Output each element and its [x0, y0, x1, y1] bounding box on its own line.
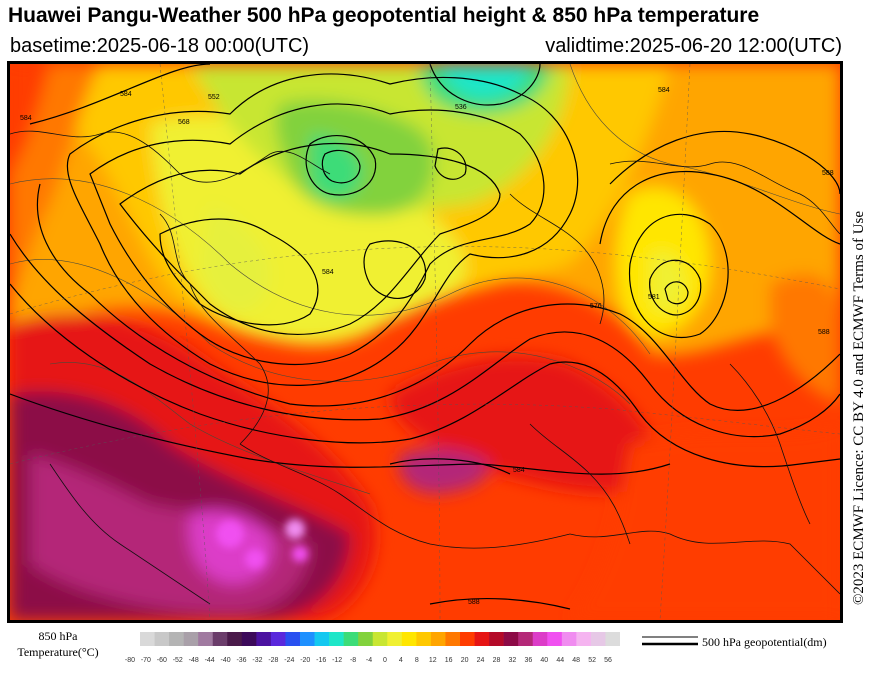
colorbar-tick-label: 44 [556, 657, 564, 664]
colorbar-tick-label: -80 [125, 657, 135, 664]
colorbar-tick-label: -12 [332, 657, 342, 664]
colorbar-swatch [227, 632, 243, 646]
contour-label: 568 [178, 119, 190, 126]
colorbar-tick-label: 20 [461, 657, 469, 664]
validtime-label: validtime:2025-06-20 12:00(UTC) [545, 35, 842, 57]
basetime-label: basetime:2025-06-18 00:00(UTC) [10, 35, 310, 57]
colorbar-tick-label: -16 [316, 657, 326, 664]
colorbar: -80 -70 -60 -52 -48 -44 -40 -36 -32 -28 -24 -20 -16-… [125, 632, 620, 664]
colorbar-tick-label: -20 [300, 657, 310, 664]
colorbar-tick-label: 12 [429, 657, 437, 664]
colorbar-label: 850 hPa Temperature(°C) [8, 628, 108, 660]
colorbar-swatch [270, 632, 286, 646]
colorbar-tick-label: -52 [173, 657, 183, 664]
colorbar-swatch [154, 632, 170, 646]
colorbar-swatch [430, 632, 446, 646]
colorbar-tick-label: -28 [268, 657, 278, 664]
colorbar-tick-label: 0 [383, 657, 387, 664]
colorbar-swatch [198, 632, 214, 646]
colorbar-tick-label: 4 [399, 657, 403, 664]
colorbar-swatch [212, 632, 228, 646]
colorbar-tick-label: -4 [366, 657, 372, 664]
map-canvas: 584 536 588 584 576 581 584 552 568 588 … [10, 64, 840, 620]
legend-label: 500 hPa geopotential(dm) [702, 635, 827, 649]
contour-label: 584 [513, 467, 525, 474]
contour-label: 552 [208, 94, 220, 101]
colorbar-swatch [372, 632, 388, 646]
colorbar-tick-label: 48 [572, 657, 580, 664]
colorbar-swatch [576, 632, 592, 646]
colorbar-label-line1: 850 hPa [38, 629, 78, 643]
colorbar-tick-label: -60 [157, 657, 167, 664]
colorbar-tick-label: 52 [588, 657, 596, 664]
colorbar-swatch [285, 632, 301, 646]
colorbar-swatch [314, 632, 330, 646]
coastlines [10, 130, 840, 605]
colorbar-swatch [241, 632, 257, 646]
colorbar-swatch [518, 632, 534, 646]
license-text: ©2023 ECMWF Licence: CC BY 4.0 and ECMWF… [851, 210, 867, 605]
contour-label: 584 [322, 269, 334, 276]
colorbar-tick-label: -40 [221, 657, 231, 664]
colorbar-tick-label: 32 [509, 657, 517, 664]
colorbar-swatch [300, 632, 315, 646]
colorbar-tick-label: 24 [477, 657, 485, 664]
colorbar-tick-label: -24 [284, 657, 294, 664]
colorbar-swatch [140, 632, 155, 646]
isotherm-lines [10, 64, 840, 495]
chart-title: Huawei Pangu-Weather 500 hPa geopotentia… [8, 4, 760, 27]
colorbar-tick-label: -48 [189, 657, 199, 664]
colorbar-swatch [416, 632, 432, 646]
colorbar-swatch [561, 632, 577, 646]
colorbar-tick-label: -44 [205, 657, 215, 664]
contour-label: 536 [455, 104, 467, 111]
colorbar-tick-label: 16 [445, 657, 453, 664]
contour-label: 588 [818, 329, 830, 336]
contour-legend [642, 636, 698, 646]
colorbar-tick-label: -32 [252, 657, 262, 664]
colorbar-swatch [169, 632, 184, 646]
weather-map: 584 536 588 584 576 581 584 552 568 588 … [7, 61, 843, 623]
colorbar-swatch [256, 632, 272, 646]
contour-label: 581 [648, 294, 660, 301]
contour-label: 588 [822, 170, 834, 177]
colorbar-swatch [547, 632, 563, 646]
colorbar-swatch [489, 632, 504, 646]
colorbar-swatch [401, 632, 417, 646]
colorbar-tick-label: 56 [604, 657, 612, 664]
colorbar-swatch [358, 632, 374, 646]
colorbar-swatch [329, 632, 344, 646]
colorbar-swatch [445, 632, 461, 646]
colorbar-tick-label: 40 [540, 657, 548, 664]
colorbar-tick-label: -8 [350, 657, 356, 664]
colorbar-swatch [503, 632, 519, 646]
colorbar-tick-label: 28 [493, 657, 501, 664]
contour-label: 584 [20, 115, 32, 122]
contour-label: 576 [590, 303, 602, 310]
contour-label: 588 [468, 599, 480, 606]
colorbar-swatch [590, 632, 606, 646]
colorbar-swatch [387, 632, 403, 646]
graticule [10, 64, 840, 620]
contour-label-group: 584 536 588 584 576 581 584 552 568 588 … [20, 87, 834, 606]
colorbar-swatch [460, 632, 475, 646]
colorbar-swatch [343, 632, 359, 646]
colorbar-swatch [474, 632, 490, 646]
colorbar-tick-label: 8 [415, 657, 419, 664]
colorbar-tick-label: -70 [141, 657, 151, 664]
colorbar-swatch [183, 632, 199, 646]
contour-label: 584 [658, 87, 670, 94]
colorbar-swatch [532, 632, 548, 646]
colorbar-tick-label: 36 [524, 657, 532, 664]
colorbar-label-line2: Temperature(°C) [17, 645, 99, 659]
contour-label: 584 [120, 91, 132, 98]
colorbar-swatch [605, 632, 620, 646]
colorbar-tick-label: -36 [236, 657, 246, 664]
